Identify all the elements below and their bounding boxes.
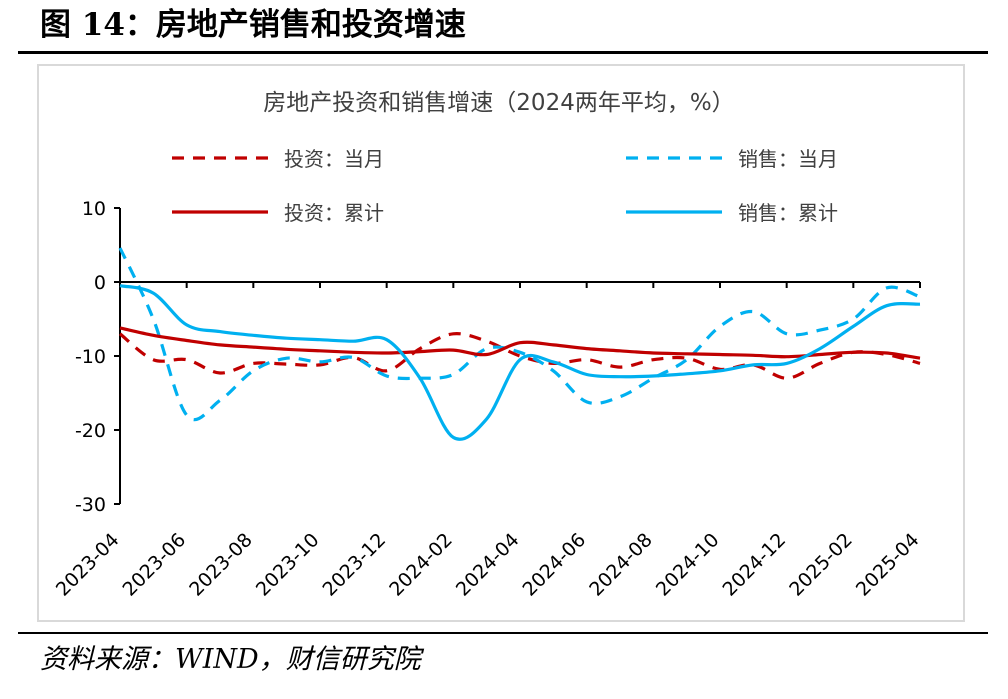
x-tick-label: 2023-08 xyxy=(185,529,257,601)
y-tick-label: -10 xyxy=(75,346,106,368)
chart-frame: 房地产投资和销售增速（2024两年平均，%） 投资：当月 销售：当月投资：累计 销售… xyxy=(37,64,965,622)
x-tick-label: 2024-02 xyxy=(385,529,457,601)
x-tick-label: 2024-06 xyxy=(519,529,591,601)
series-line-sales-cumulative xyxy=(119,284,921,441)
x-tick-label: 2023-10 xyxy=(252,529,324,601)
x-tick-label: 2023-06 xyxy=(119,529,191,601)
top-rule xyxy=(18,51,988,54)
legend-label-investment-monthly: 投资：当月 xyxy=(284,147,384,171)
source-note: 资料来源：WIND，财信研究院 xyxy=(40,644,421,675)
series-line-investment-cumulative xyxy=(119,326,921,360)
chart-title: 房地产投资和销售增速（2024两年平均，%） xyxy=(263,90,734,116)
axes: 10 0 -10 -20 -30 2023-042023-062023-082023-10… xyxy=(52,198,924,601)
x-tick-label: 2024-08 xyxy=(585,529,657,601)
figure-title: 图 14：房地产销售和投资增速 xyxy=(40,7,466,43)
y-tick-label: 10 xyxy=(82,198,106,220)
plot-area xyxy=(118,247,921,441)
x-tick-label: 2024-04 xyxy=(452,529,524,601)
x-tick-label: 2025-04 xyxy=(852,529,924,601)
y-tick-label: -30 xyxy=(75,494,106,516)
legend-label-sales-cumulative: 销售：累计 xyxy=(738,201,838,225)
x-tick-label: 2025-02 xyxy=(785,529,857,601)
legend-label-investment-cumulative: 投资：累计 xyxy=(284,201,384,225)
x-tick-label: 2024-10 xyxy=(652,529,724,601)
bottom-rule xyxy=(18,632,988,634)
series-line-sales-monthly xyxy=(118,247,921,422)
x-tick-label: 2024-12 xyxy=(719,529,791,601)
x-tick-label: 2023-04 xyxy=(52,529,124,601)
legend-label-sales-monthly: 销售：当月 xyxy=(738,147,838,171)
y-tick-label: -20 xyxy=(75,420,106,442)
x-tick-label: 2023-12 xyxy=(319,529,391,601)
y-tick-label: 0 xyxy=(94,272,106,294)
